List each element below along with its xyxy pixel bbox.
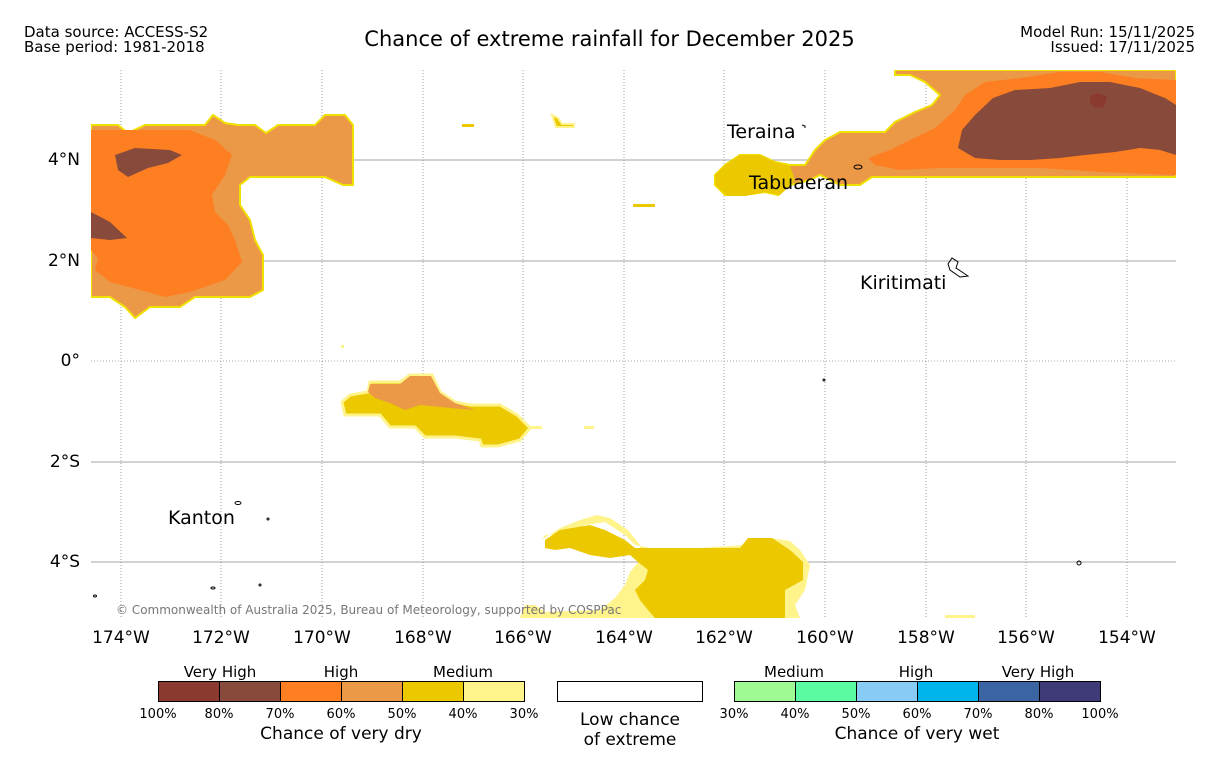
legend-low-swatch xyxy=(557,681,703,702)
lat-label-2s: 2°S xyxy=(49,452,80,472)
island-small-1 xyxy=(266,517,270,521)
lat-label-2n: 2°N xyxy=(47,251,80,271)
lon-label-158w: 158°W xyxy=(897,628,955,648)
legend-wet-swatch xyxy=(795,681,857,702)
legend-low-label: Low chance of extreme xyxy=(540,710,720,750)
lon-label-168w: 168°W xyxy=(394,628,452,648)
island-tabuaeran xyxy=(853,164,863,170)
data-source-label: Data source: ACCESS-S2 xyxy=(24,23,209,41)
island-small-2 xyxy=(210,586,216,590)
legend-dry-tick: 30% xyxy=(509,707,539,722)
dry-region-south xyxy=(341,345,975,618)
legend-dry-swatch xyxy=(280,681,342,702)
legend-dry-tick: 60% xyxy=(326,707,356,722)
lon-label-156w: 156°W xyxy=(997,628,1055,648)
legend-dry-swatch xyxy=(341,681,403,702)
place-kanton: Kanton xyxy=(168,507,235,529)
legend-wet-tick: 60% xyxy=(902,707,932,722)
legend-dry-swatch xyxy=(402,681,464,702)
gridlines xyxy=(91,70,1176,618)
lon-label-170w: 170°W xyxy=(293,628,351,648)
map-area xyxy=(91,70,1176,618)
legend-wet-swatch xyxy=(734,681,796,702)
dry-region-west xyxy=(91,113,354,320)
legend-dry-tick: 70% xyxy=(265,707,295,722)
legend-wet-medium: Medium xyxy=(764,663,824,681)
island-small-3 xyxy=(258,583,262,587)
lat-label-4n: 4°N xyxy=(47,150,80,170)
legend-wet-tick: 100% xyxy=(1081,707,1119,722)
legend-dry-very-high: Very High xyxy=(183,663,257,681)
legend-wet-tick: 70% xyxy=(963,707,993,722)
legend-wet-swatch xyxy=(978,681,1040,702)
legend-dry-swatch xyxy=(158,681,220,702)
lon-label-162w: 162°W xyxy=(695,628,753,648)
legend-wet-swatch xyxy=(1039,681,1101,702)
legend-dry-medium: Medium xyxy=(433,663,493,681)
place-teraina: Teraina xyxy=(727,121,796,143)
lat-label-4s: 4°S xyxy=(49,552,80,572)
map-title: Chance of extreme rainfall for December … xyxy=(364,27,855,51)
legend-dry-tick: 80% xyxy=(204,707,234,722)
island-small-6 xyxy=(1076,560,1082,566)
legend-dry-high: High xyxy=(323,663,359,681)
dry-region-northeast xyxy=(714,70,1176,197)
legend-dry-tick: 50% xyxy=(387,707,417,722)
island-kiritimati xyxy=(947,257,970,278)
lon-label-166w: 166°W xyxy=(494,628,552,648)
legend-dry-swatch xyxy=(463,681,525,702)
legend-dry-title: Chance of very dry xyxy=(260,724,422,744)
legend-dry-swatch xyxy=(219,681,281,702)
islands xyxy=(93,124,1082,598)
legend-wet-tick: 80% xyxy=(1024,707,1054,722)
lon-label-174w: 174°W xyxy=(92,628,150,648)
legend-low-line2: of extreme xyxy=(583,730,677,750)
legend-wet-title: Chance of very wet xyxy=(834,724,1000,744)
legend-dry-tick: 40% xyxy=(448,707,478,722)
island-small-5 xyxy=(822,378,826,382)
issued-label: Issued: 17/11/2025 xyxy=(1050,38,1195,56)
lon-label-172w: 172°W xyxy=(192,628,250,648)
base-period-label: Base period: 1981-2018 xyxy=(24,38,205,56)
legend-dry-tick: 100% xyxy=(139,707,177,722)
legend-wet-swatch xyxy=(856,681,918,702)
lat-label-0: 0° xyxy=(60,351,80,371)
island-teraina xyxy=(801,124,806,128)
place-tabuaeran: Tabuaeran xyxy=(749,172,849,194)
legend-wet-swatch xyxy=(917,681,979,702)
island-small-4 xyxy=(93,594,97,598)
legend-wet-tick: 50% xyxy=(841,707,871,722)
lon-label-160w: 160°W xyxy=(796,628,854,648)
island-kanton xyxy=(234,501,242,505)
legend-low-line1: Low chance xyxy=(580,710,680,730)
lon-label-164w: 164°W xyxy=(595,628,653,648)
legend-wet-high: High xyxy=(898,663,934,681)
legend-wet-tick: 40% xyxy=(780,707,810,722)
place-kiritimati: Kiritimati xyxy=(860,272,947,294)
model-run-label: Model Run: 15/11/2025 xyxy=(1020,23,1195,41)
copyright-credit: © Commonwealth of Australia 2025, Bureau… xyxy=(116,603,622,617)
dry-region-central xyxy=(340,113,655,448)
legend-wet-very-high: Very High xyxy=(1001,663,1075,681)
legend-wet-tick: 30% xyxy=(719,707,749,722)
lon-label-154w: 154°W xyxy=(1098,628,1156,648)
